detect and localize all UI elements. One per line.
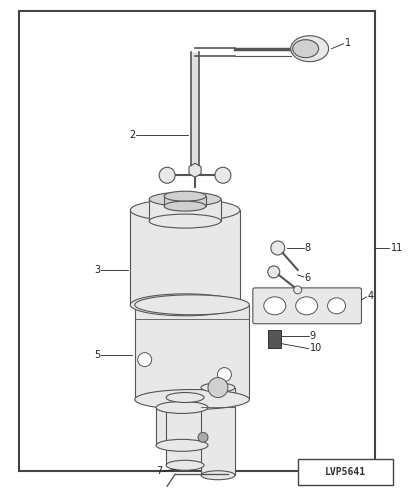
Circle shape bbox=[215, 168, 231, 183]
Ellipse shape bbox=[149, 192, 221, 206]
Ellipse shape bbox=[135, 295, 249, 315]
Text: 4: 4 bbox=[368, 291, 374, 301]
Bar bbox=[201, 388, 235, 475]
Text: 3: 3 bbox=[94, 265, 100, 275]
Text: 10: 10 bbox=[310, 342, 322, 352]
Text: 6: 6 bbox=[305, 273, 311, 283]
Bar bbox=[156, 408, 208, 446]
Text: 9: 9 bbox=[310, 330, 316, 340]
Ellipse shape bbox=[164, 191, 206, 201]
Text: LVP5641: LVP5641 bbox=[325, 468, 366, 477]
Text: 2: 2 bbox=[129, 130, 135, 140]
Bar bbox=[166, 398, 204, 466]
Ellipse shape bbox=[156, 402, 208, 413]
Bar bbox=[135, 305, 249, 400]
Ellipse shape bbox=[166, 392, 204, 402]
Text: 11: 11 bbox=[392, 243, 404, 253]
Text: 5: 5 bbox=[94, 350, 100, 360]
Text: 1: 1 bbox=[344, 38, 351, 48]
Bar bbox=[268, 330, 281, 347]
Bar bbox=[191, 52, 199, 176]
Circle shape bbox=[138, 352, 152, 366]
Ellipse shape bbox=[296, 297, 318, 315]
Text: 7: 7 bbox=[156, 466, 162, 476]
Bar bbox=[298, 460, 393, 485]
Ellipse shape bbox=[291, 36, 329, 62]
Bar bbox=[149, 199, 221, 221]
Ellipse shape bbox=[328, 298, 346, 314]
Text: 8: 8 bbox=[305, 243, 311, 253]
Circle shape bbox=[271, 241, 285, 255]
Circle shape bbox=[198, 432, 208, 442]
Ellipse shape bbox=[149, 214, 221, 228]
Circle shape bbox=[159, 168, 175, 183]
Ellipse shape bbox=[130, 199, 240, 221]
Ellipse shape bbox=[166, 460, 204, 470]
Circle shape bbox=[208, 378, 228, 398]
Ellipse shape bbox=[130, 294, 240, 316]
Circle shape bbox=[218, 368, 231, 382]
Circle shape bbox=[268, 266, 280, 278]
Ellipse shape bbox=[164, 201, 206, 211]
Ellipse shape bbox=[264, 297, 286, 315]
Circle shape bbox=[294, 286, 301, 294]
Ellipse shape bbox=[135, 390, 249, 409]
Ellipse shape bbox=[201, 383, 235, 392]
Bar bbox=[164, 196, 206, 206]
Ellipse shape bbox=[293, 40, 318, 58]
Ellipse shape bbox=[201, 471, 235, 480]
FancyBboxPatch shape bbox=[253, 288, 361, 324]
Bar bbox=[130, 210, 240, 305]
Bar bbox=[19, 11, 375, 471]
Ellipse shape bbox=[156, 440, 208, 452]
